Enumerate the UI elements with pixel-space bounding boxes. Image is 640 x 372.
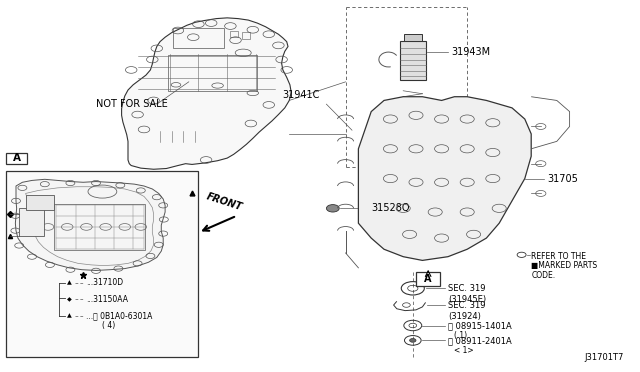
Text: FRONT: FRONT bbox=[205, 191, 243, 212]
Text: ▲: ▲ bbox=[67, 280, 71, 285]
Text: ◆: ◆ bbox=[67, 297, 71, 302]
Bar bbox=[168, 55, 257, 91]
Bar bbox=[6, 153, 27, 164]
Bar bbox=[26, 195, 54, 210]
Bar bbox=[404, 34, 422, 41]
Text: CODE.: CODE. bbox=[531, 271, 556, 280]
Bar bbox=[416, 272, 440, 286]
Text: 31705: 31705 bbox=[547, 174, 578, 183]
Text: ⓥ 08915-1401A: ⓥ 08915-1401A bbox=[448, 321, 512, 330]
Text: A: A bbox=[13, 154, 20, 163]
Bar bbox=[19, 208, 44, 236]
Circle shape bbox=[410, 339, 416, 342]
Text: ...31710D: ...31710D bbox=[86, 278, 123, 287]
Text: 31943M: 31943M bbox=[451, 47, 490, 57]
Bar bbox=[173, 28, 224, 48]
Bar bbox=[54, 204, 145, 250]
Text: ( 4): ( 4) bbox=[102, 321, 116, 330]
Polygon shape bbox=[122, 18, 291, 169]
Circle shape bbox=[326, 205, 339, 212]
Bar bbox=[242, 32, 250, 39]
Text: J31701T7: J31701T7 bbox=[584, 353, 624, 362]
Text: ( 1): ( 1) bbox=[454, 331, 468, 340]
Text: (31945E): (31945E) bbox=[448, 295, 486, 304]
Text: ...31150AA: ...31150AA bbox=[86, 295, 128, 304]
Bar bbox=[6, 171, 198, 357]
Text: SEC. 319: SEC. 319 bbox=[448, 284, 486, 293]
Text: 31941C: 31941C bbox=[283, 90, 320, 100]
Text: (31924): (31924) bbox=[448, 312, 481, 321]
Bar bbox=[400, 41, 426, 80]
Text: ...Ⓑ 0B1A0-6301A: ...Ⓑ 0B1A0-6301A bbox=[86, 312, 152, 321]
Polygon shape bbox=[358, 97, 531, 260]
Polygon shape bbox=[15, 179, 165, 270]
Text: ■MARKED PARTS: ■MARKED PARTS bbox=[531, 262, 597, 270]
Text: ▲: ▲ bbox=[67, 314, 71, 319]
Text: SEC. 319: SEC. 319 bbox=[448, 301, 486, 310]
Text: REFER TO THE: REFER TO THE bbox=[531, 252, 586, 261]
Text: NOT FOR SALE: NOT FOR SALE bbox=[96, 99, 168, 109]
Text: ⓝ 08911-2401A: ⓝ 08911-2401A bbox=[448, 336, 512, 345]
Bar bbox=[230, 31, 238, 37]
Text: < 1>: < 1> bbox=[454, 346, 474, 355]
Text: 31528Q: 31528Q bbox=[371, 203, 410, 213]
Text: A: A bbox=[424, 274, 432, 283]
